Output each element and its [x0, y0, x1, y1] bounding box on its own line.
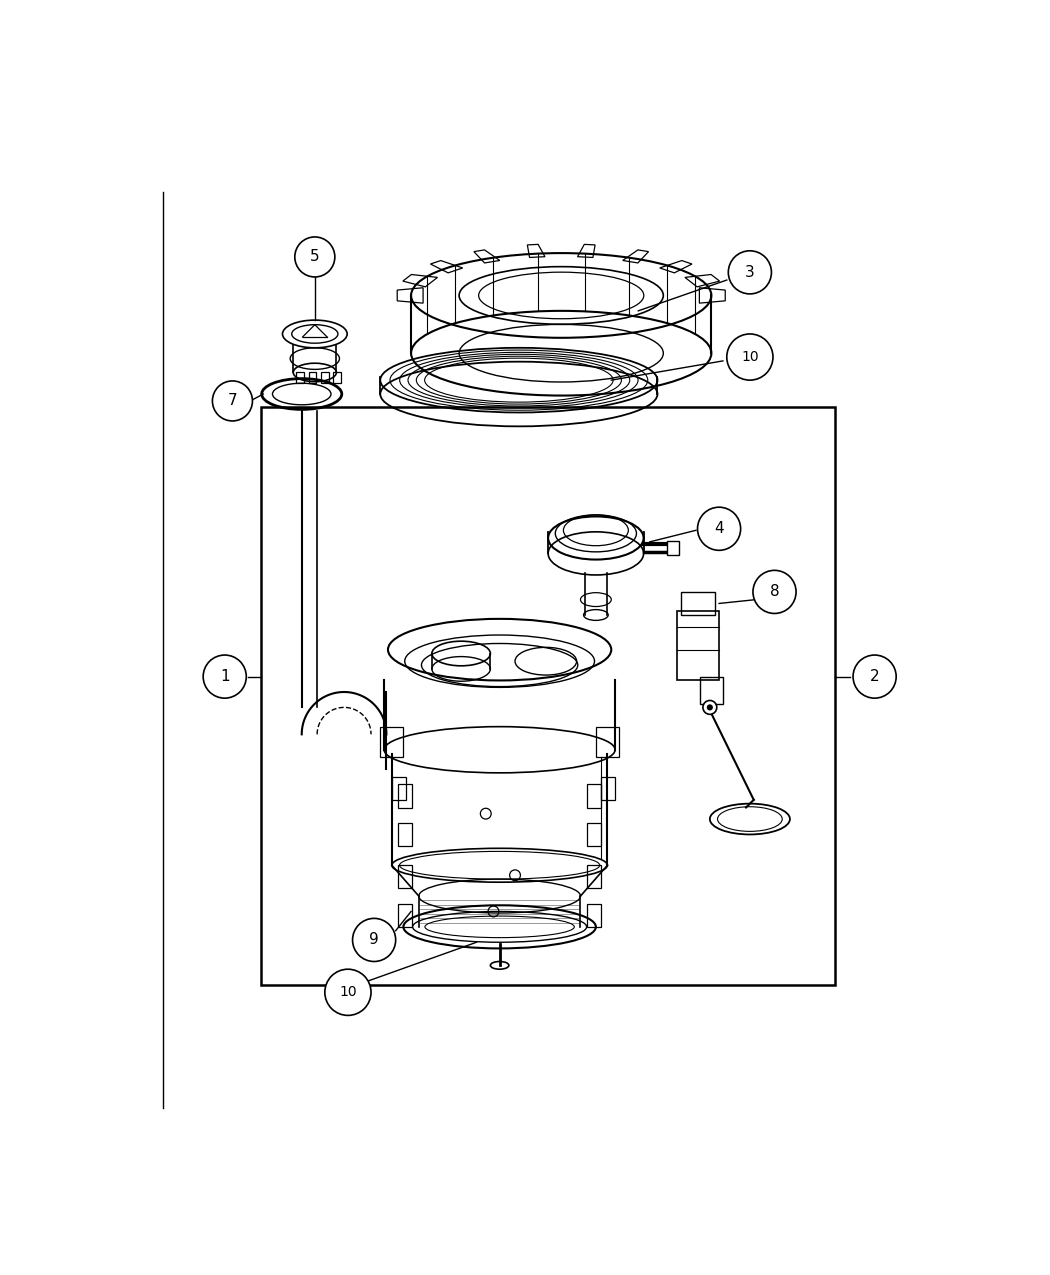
Text: 5: 5 — [310, 250, 319, 264]
Circle shape — [212, 381, 252, 421]
Bar — [398, 784, 412, 807]
Text: 9: 9 — [370, 932, 379, 947]
Text: 10: 10 — [741, 351, 759, 365]
Circle shape — [353, 918, 396, 961]
Text: 3: 3 — [746, 265, 755, 279]
Circle shape — [295, 237, 335, 277]
Bar — [260, 407, 835, 984]
Bar — [602, 776, 615, 799]
Bar — [700, 677, 723, 704]
Circle shape — [697, 507, 740, 551]
Circle shape — [324, 969, 371, 1015]
Bar — [587, 866, 602, 889]
Text: 8: 8 — [770, 584, 779, 599]
Bar — [333, 372, 341, 384]
Bar — [398, 904, 412, 927]
Bar — [296, 372, 304, 384]
Bar — [677, 611, 719, 681]
Text: 7: 7 — [228, 394, 237, 408]
Bar — [398, 866, 412, 889]
Circle shape — [203, 655, 247, 699]
Circle shape — [702, 700, 717, 714]
Circle shape — [853, 655, 896, 699]
Bar — [680, 592, 715, 615]
Text: 1: 1 — [219, 669, 230, 685]
Bar — [587, 822, 602, 847]
Bar — [587, 904, 602, 927]
Circle shape — [753, 570, 796, 613]
Text: 4: 4 — [714, 521, 723, 537]
Text: 2: 2 — [869, 669, 880, 685]
Bar — [380, 727, 403, 757]
Bar — [596, 727, 620, 757]
Circle shape — [729, 251, 772, 295]
Bar — [667, 541, 679, 555]
Circle shape — [707, 704, 713, 710]
Bar — [392, 776, 405, 799]
Bar — [309, 372, 316, 384]
Bar — [321, 372, 329, 384]
Bar — [398, 822, 412, 847]
Bar — [587, 784, 602, 807]
Text: 10: 10 — [339, 986, 357, 1000]
Circle shape — [727, 334, 773, 380]
